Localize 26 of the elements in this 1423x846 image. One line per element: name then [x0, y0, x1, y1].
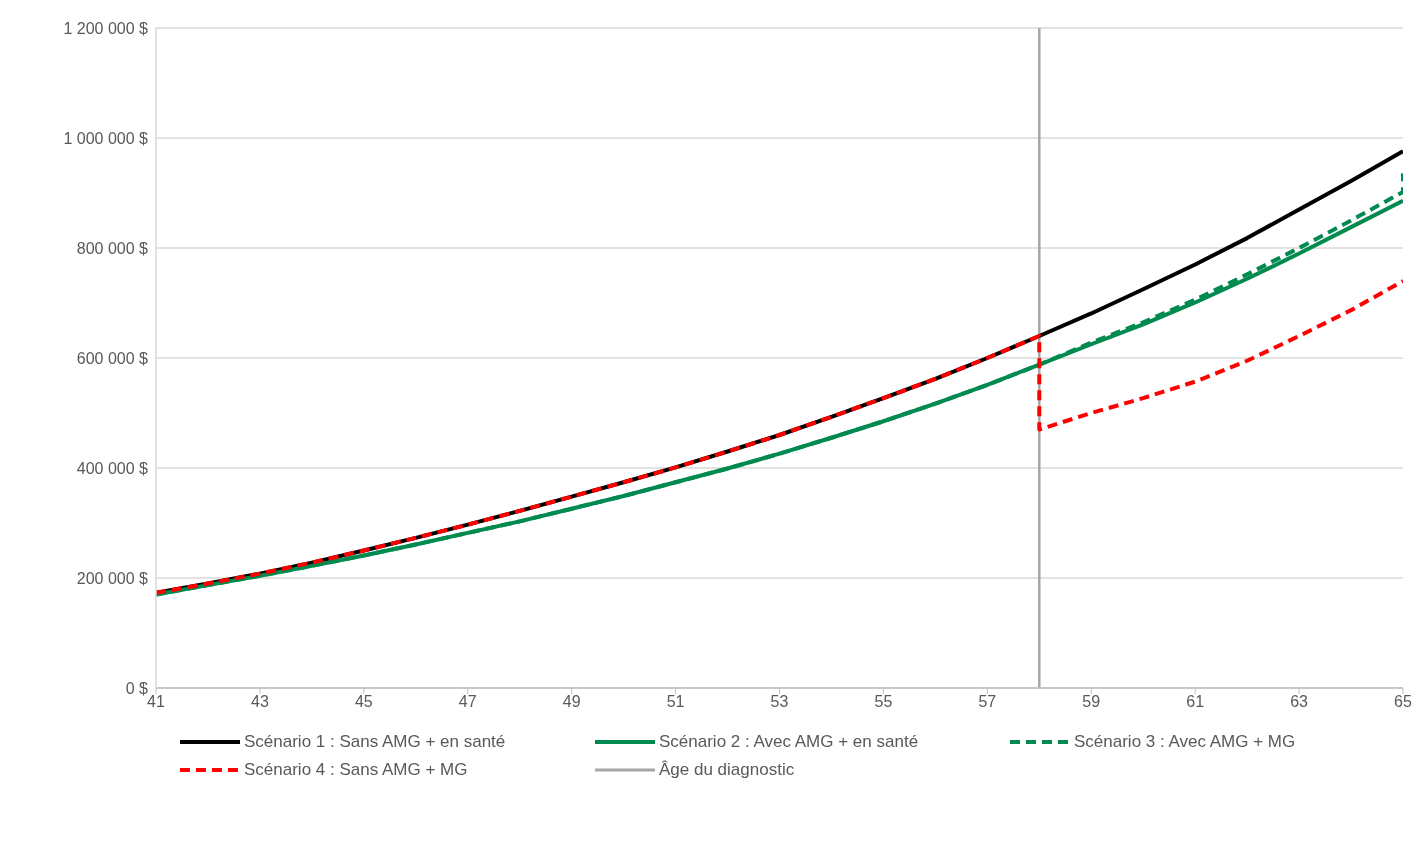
- y-tick-label: 400 000 $: [76, 459, 149, 477]
- x-tick-label: 63: [1290, 693, 1309, 711]
- x-tick-label: 53: [770, 693, 789, 711]
- x-tick-label: 51: [666, 693, 685, 711]
- x-tick-label: 57: [978, 693, 997, 711]
- legend-label: Scénario 3 : Avec AMG + MG: [1074, 732, 1296, 752]
- y-tick-label: 200 000 $: [76, 569, 149, 587]
- legend-label: Âge du diagnostic: [659, 760, 795, 780]
- x-tick-label: 43: [251, 693, 269, 711]
- legend-label: Scénario 1 : Sans AMG + en santé: [244, 732, 506, 752]
- x-tick-label: 55: [874, 693, 893, 711]
- legend-label: Scénario 4 : Sans AMG + MG: [244, 760, 468, 780]
- y-tick-label: 1 000 000 $: [63, 129, 149, 147]
- y-tick-label: 800 000 $: [76, 239, 149, 257]
- legend-label: Scénario 2 : Avec AMG + en santé: [659, 732, 919, 752]
- x-tick-label: 47: [458, 693, 477, 711]
- line-series: [156, 279, 1403, 595]
- x-tick-label: 49: [562, 693, 581, 711]
- y-tick-label: 1 200 000 $: [63, 19, 149, 37]
- y-tick-label: 0 $: [125, 679, 149, 697]
- x-tick-label: 59: [1082, 693, 1101, 711]
- y-tick-label: 600 000 $: [76, 349, 149, 367]
- x-tick-label: 41: [147, 693, 165, 711]
- x-tick-label: 61: [1186, 693, 1205, 711]
- x-tick-label: 65: [1394, 693, 1412, 711]
- x-tick-label: 45: [354, 693, 373, 711]
